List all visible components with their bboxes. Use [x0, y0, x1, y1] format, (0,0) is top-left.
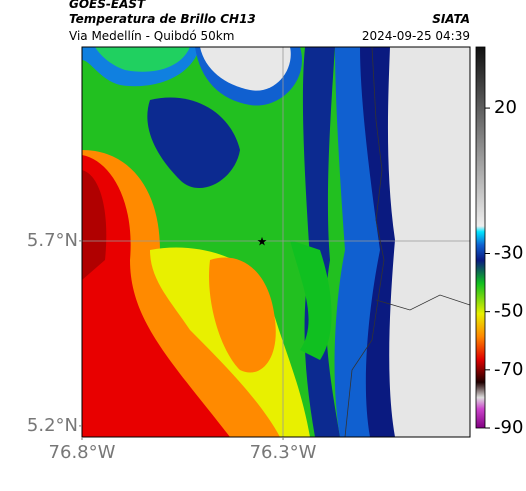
location-marker: ★ — [257, 235, 268, 249]
colorbar-tick-label: -70 — [494, 359, 523, 380]
colorbar-tick-label: -90 — [494, 417, 523, 438]
lon-tick-label: 76.3°W — [250, 442, 317, 463]
subtitle: Temperatura de Brillo CH13 — [69, 12, 256, 26]
colorbar — [475, 46, 486, 429]
location: Via Medellín - Quibdó 50km — [69, 29, 234, 43]
colorbar-tick-label: -50 — [494, 301, 523, 322]
map-frame — [81, 46, 471, 438]
boundary — [344, 47, 385, 437]
source: SIATA — [432, 12, 470, 26]
title: GOES-EAST — [69, 0, 146, 11]
datetime: 2024-09-25 04:39 — [362, 29, 470, 43]
lon-tick-label: 76.8°W — [49, 442, 116, 463]
colorbar-tick-label: 20 — [494, 97, 517, 118]
satellite-image: ★ — [82, 47, 470, 437]
lat-tick-label: 5.2°N — [27, 415, 78, 436]
lat-tick-label: 5.7°N — [27, 230, 78, 251]
colorbar-tick-label: -30 — [494, 242, 523, 263]
boundary — [375, 294, 470, 311]
